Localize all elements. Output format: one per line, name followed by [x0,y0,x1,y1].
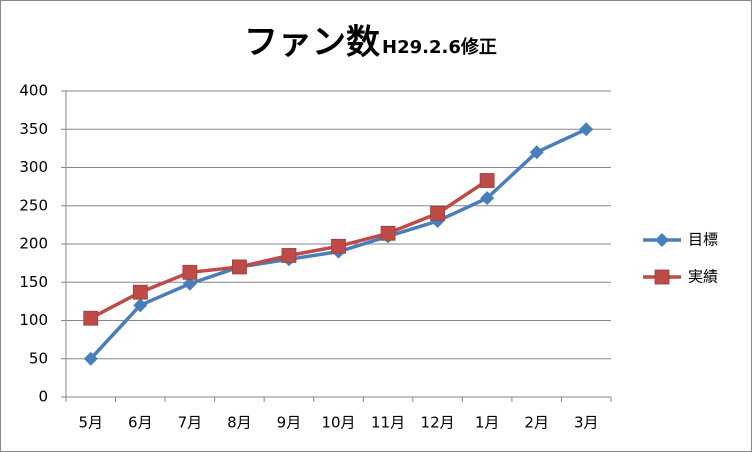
y-tick-label: 0 [38,388,48,406]
y-tick-label: 100 [19,311,48,329]
marker [430,205,445,221]
chart-subtitle: H29.2.6修正 [382,36,497,58]
legend-label: 実績 [688,268,718,286]
marker [479,173,495,188]
x-tick-label: 5月 [78,414,103,432]
y-tick-label: 400 [19,82,48,100]
marker [83,351,98,366]
y-tick-label: 350 [19,120,48,138]
marker [654,269,670,285]
x-tick-label: 1月 [475,414,500,432]
marker [83,310,99,326]
x-tick-label: 3月 [574,414,599,432]
legend-label: 目標 [688,231,718,249]
marker [133,298,148,313]
x-tick-label: 10月 [321,414,355,432]
x-tick-label: 8月 [227,414,252,432]
marker [655,233,669,247]
y-tick-label: 50 [29,349,48,367]
marker [380,225,396,241]
y-tick-label: 300 [19,158,48,176]
marker [182,276,197,291]
y-tick-label: 250 [19,196,48,214]
x-tick-label: 6月 [128,414,153,432]
marker [132,284,148,300]
y-tick-label: 150 [19,273,48,291]
chart-title: ファン数 [244,23,380,63]
x-tick-label: 9月 [277,414,302,432]
x-tick-label: 2月 [524,414,549,432]
y-tick-label: 200 [19,235,48,253]
marker [281,248,297,263]
marker [331,238,346,254]
x-tick-label: 12月 [421,414,455,432]
marker [480,191,495,206]
marker [529,145,544,160]
marker [579,122,594,137]
marker [232,259,247,275]
x-tick-label: 11月 [371,414,405,432]
x-tick-label: 7月 [178,414,203,432]
marker [182,264,198,280]
